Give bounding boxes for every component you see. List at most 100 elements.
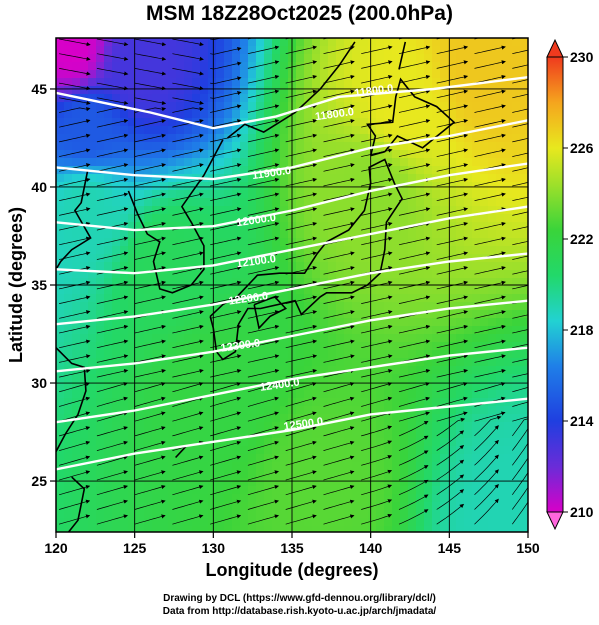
field-cell: [416, 158, 425, 167]
field-cell: [296, 94, 305, 103]
streamline-arrow: [247, 74, 280, 84]
field-cell: [112, 158, 121, 167]
field-cell: [152, 54, 161, 63]
field-cell: [128, 142, 137, 151]
field-cell: [120, 198, 129, 207]
streamline-arrow: [323, 484, 355, 496]
field-cell: [56, 46, 65, 55]
streamline-arrow: [210, 38, 223, 40]
field-cell: [328, 366, 337, 375]
field-cell: [384, 38, 393, 47]
streamline-arrow: [323, 133, 355, 143]
field-cell: [160, 230, 169, 239]
streamline-arrow: [172, 368, 204, 378]
field-cell: [456, 494, 465, 503]
field-cell: [376, 526, 385, 532]
field-cell: [72, 486, 81, 495]
field-cell: [480, 54, 489, 63]
field-cell: [56, 246, 65, 255]
field-cell: [504, 174, 513, 183]
field-cell: [368, 406, 377, 415]
field-cell: [448, 230, 457, 239]
field-cell: [304, 94, 313, 103]
field-cell: [512, 134, 521, 143]
field-cell: [216, 526, 225, 532]
field-cell: [96, 374, 105, 383]
field-cell: [464, 134, 473, 143]
field-cell: [136, 422, 145, 431]
field-cell: [368, 110, 377, 119]
field-cell: [424, 46, 433, 55]
field-cell: [368, 182, 377, 191]
field-cell: [392, 54, 401, 63]
field-cell: [392, 494, 401, 503]
x-tick-label: 125: [123, 540, 147, 556]
field-cell: [520, 454, 528, 463]
field-cell: [416, 510, 425, 519]
field-cell: [360, 294, 369, 303]
field-cell: [456, 166, 465, 175]
field-cell: [432, 270, 441, 279]
field-cell: [264, 158, 273, 167]
field-cell: [56, 310, 65, 319]
field-cell: [488, 62, 497, 71]
field-cell: [464, 470, 473, 479]
field-cell: [464, 102, 473, 111]
field-cell: [200, 478, 209, 487]
field-cell: [168, 390, 177, 399]
field-cell: [416, 326, 425, 335]
field-cell: [496, 446, 505, 455]
field-cell: [328, 510, 337, 519]
field-cell: [296, 438, 305, 447]
field-cell: [216, 142, 225, 151]
field-cell: [240, 302, 249, 311]
field-cell: [144, 86, 153, 95]
field-cell: [392, 262, 401, 271]
coastline: [227, 41, 356, 139]
field-cell: [88, 430, 97, 439]
field-cell: [88, 478, 97, 487]
field-cell: [328, 174, 337, 183]
field-cell: [192, 390, 201, 399]
field-cell: [96, 214, 105, 223]
field-cell: [208, 478, 217, 487]
field-cell: [336, 102, 345, 111]
field-cell: [56, 158, 65, 167]
field-cell: [416, 134, 425, 143]
field-cell: [440, 246, 449, 255]
field-cell: [144, 238, 153, 247]
streamline-arrow: [285, 266, 318, 275]
field-cell: [248, 222, 257, 231]
field-cell: [128, 54, 137, 63]
field-cell: [240, 262, 249, 271]
field-cell: [352, 374, 361, 383]
field-cell: [504, 470, 513, 479]
field-cell: [80, 310, 89, 319]
field-cell: [360, 350, 369, 359]
field-cell: [72, 286, 81, 295]
field-cell: [264, 262, 273, 271]
field-cell: [256, 446, 265, 455]
field-cell: [160, 302, 169, 311]
field-cell: [104, 446, 113, 455]
field-cell: [136, 150, 145, 159]
field-cell: [104, 302, 113, 311]
field-cell: [192, 270, 201, 279]
field-cell: [280, 478, 289, 487]
field-cell: [88, 382, 97, 391]
y-axis-title: Latitude (degrees): [6, 207, 26, 363]
field-cell: [112, 270, 121, 279]
field-cell: [424, 270, 433, 279]
field-cell: [336, 350, 345, 359]
field-cell: [400, 478, 409, 487]
field-cell: [88, 158, 97, 167]
field-cell: [440, 46, 449, 55]
field-cell: [136, 438, 145, 447]
field-cell: [448, 486, 457, 495]
field-cell: [136, 478, 145, 487]
field-cell: [176, 110, 185, 119]
streamline-arrow: [134, 499, 166, 510]
field-cell: [112, 54, 121, 63]
field-cell: [376, 78, 385, 87]
field-cell: [464, 126, 473, 135]
